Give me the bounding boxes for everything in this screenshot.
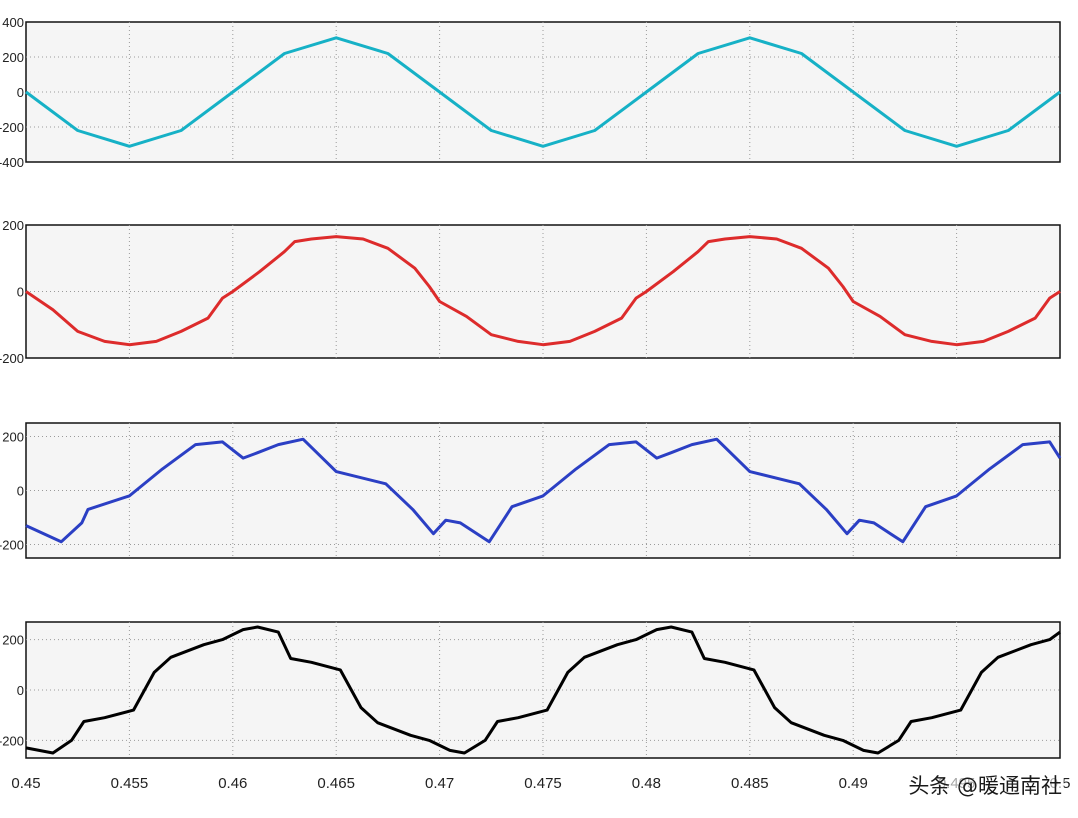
x-tick-label: 0.485 (731, 775, 769, 792)
chart-panel-1: 400 200 0 -200 -400 (0, 15, 1061, 170)
y-tick-label: 200 (2, 218, 24, 233)
y-tick-label: -200 (0, 351, 24, 366)
chart-panel-3: 200 0 -200 (0, 422, 1062, 559)
series-line-3 (25, 437, 1062, 544)
chart-panel-4: 200 0 -200 0.45 0.455 0.46 0.465 0.47 0.475 0.48 0… (0, 621, 1070, 792)
x-tick-label: 0.49 (839, 775, 868, 792)
y-tick-label: 0 (17, 285, 24, 300)
x-tick-label: 0.465 (317, 775, 355, 792)
series-line-4 (25, 625, 1061, 755)
series-line-2 (25, 235, 1061, 347)
watermark: 头条 @暖通南社 (906, 770, 1064, 800)
y-tick-label: 200 (2, 633, 24, 648)
y-tick-label: 400 (2, 15, 24, 30)
y-tick-label: -400 (0, 155, 24, 170)
x-tick-label: 0.45 (11, 775, 40, 792)
y-tick-label: 0 (17, 484, 24, 499)
y-tick-label: 0 (17, 683, 24, 698)
y-tick-label: -200 (0, 733, 24, 748)
y-tick-label: 200 (2, 430, 24, 445)
x-tick-label: 0.48 (632, 775, 661, 792)
x-tick-label: 0.475 (524, 775, 562, 792)
x-tick-label: 0.47 (425, 775, 454, 792)
y-tick-label: -200 (0, 538, 24, 553)
series-line-1 (25, 36, 1061, 148)
x-tick-label: 0.46 (218, 775, 247, 792)
y-tick-label: 200 (2, 50, 24, 65)
x-tick-label: 0.455 (111, 775, 149, 792)
y-tick-label: 0 (17, 85, 24, 100)
y-tick-label: -200 (0, 120, 24, 135)
chart-panel-2: 200 0 -200 (0, 218, 1061, 366)
